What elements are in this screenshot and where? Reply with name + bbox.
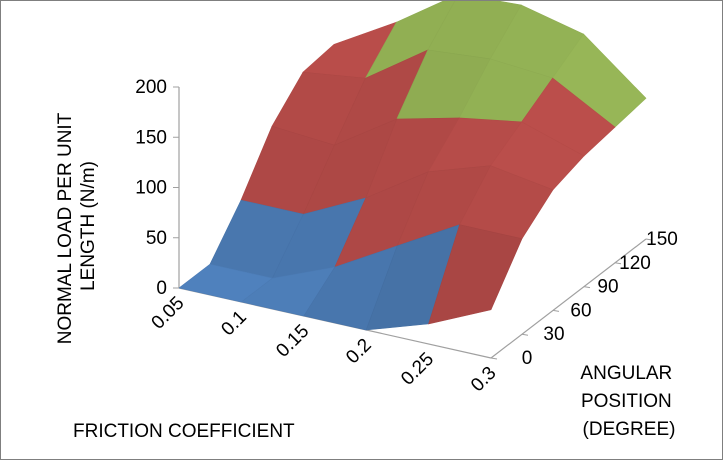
y-tick-mark <box>583 286 591 289</box>
y-axis-line <box>490 238 647 359</box>
x-axis-title: FRICTION COEFFICIENT <box>73 421 295 442</box>
y-tick-mark <box>614 262 622 265</box>
y-tick-mark <box>645 238 653 241</box>
z-tick-label: 50 <box>146 228 167 249</box>
y-tick-label: 150 <box>646 229 678 250</box>
surface-patch <box>428 224 523 325</box>
z-axis-title: NORMAL LOAD PER UNIT LENGTH (N/m) <box>55 108 99 345</box>
y-tick-label: 90 <box>597 277 618 298</box>
y-axis-title-line-2: POSITION <box>581 391 672 412</box>
y-tick-mark <box>490 357 498 360</box>
x-tick-label: 0.15 <box>272 321 313 362</box>
z-tick-label: 100 <box>135 178 167 199</box>
z-tick-label: 0 <box>156 278 167 299</box>
x-tick-label: 0.3 <box>467 363 501 397</box>
y-axis-title-line-3: (DEGREE) <box>583 419 676 440</box>
y-axis-title: ANGULAR POSITION (DEGREE) <box>580 363 677 440</box>
z-axis-title-line-1: NORMAL LOAD PER UNIT <box>55 112 76 344</box>
z-axis-title-line-2: LENGTH (N/m) <box>78 161 99 291</box>
y-tick-label: 0 <box>522 348 533 369</box>
x-tick-label: 0.25 <box>397 349 438 390</box>
y-tick-label: 60 <box>570 300 591 321</box>
x-tick-label: 0.1 <box>217 307 251 341</box>
surface-mesh <box>178 1 647 331</box>
z-axis-ticks: 0 50 100 150 200 <box>135 77 179 299</box>
x-tick-label: 0.05 <box>148 293 189 334</box>
y-axis-title-line-1: ANGULAR <box>580 363 672 384</box>
y-tick-label: 30 <box>543 324 564 345</box>
y-tick-label: 120 <box>619 253 651 274</box>
y-tick-mark <box>552 309 560 312</box>
x-tick-label: 0.2 <box>342 335 376 369</box>
z-tick-label: 150 <box>135 127 167 148</box>
y-tick-mark <box>521 333 529 336</box>
z-tick-label: 200 <box>135 77 167 98</box>
